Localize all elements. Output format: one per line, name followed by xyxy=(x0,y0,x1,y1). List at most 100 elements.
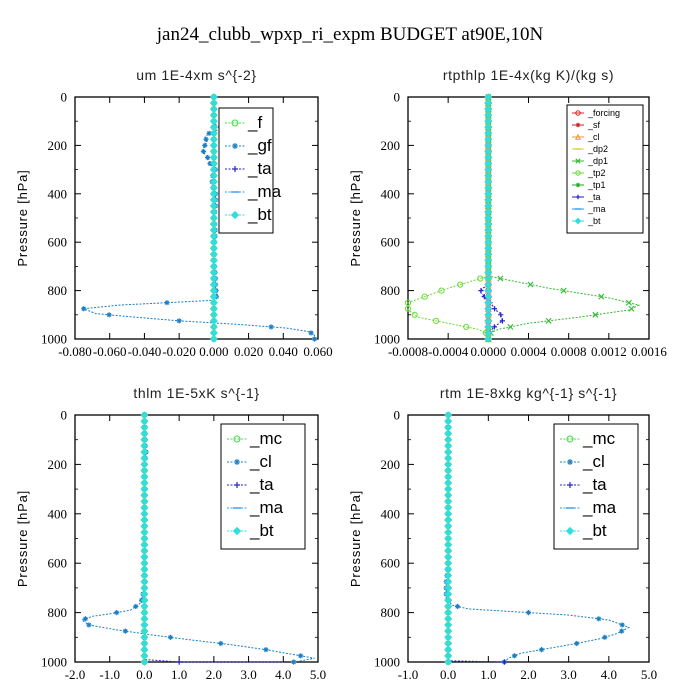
data-point xyxy=(140,466,149,475)
data-point xyxy=(140,540,149,549)
y-tick-label: 600 xyxy=(48,235,68,250)
legend-marker xyxy=(567,459,573,465)
data-point xyxy=(140,435,149,444)
data-point xyxy=(202,142,208,148)
y-tick-label: 200 xyxy=(48,457,68,472)
data-point xyxy=(457,281,464,288)
legend-marker xyxy=(234,459,240,465)
legend-label: _ma xyxy=(249,498,284,517)
y-axis-label: Pressure [hPa] xyxy=(15,169,30,266)
data-point xyxy=(444,608,452,617)
data-point xyxy=(210,244,218,253)
y-tick-label: 400 xyxy=(48,506,68,521)
x-tick-label: -1.0 xyxy=(398,667,419,682)
data-point xyxy=(205,154,211,161)
legend-label: _bt xyxy=(247,205,272,224)
legend-label: _f xyxy=(247,113,262,132)
data-point xyxy=(491,324,497,330)
data-point xyxy=(140,621,149,629)
data-point xyxy=(210,329,218,337)
x-tick-label: 0.0 xyxy=(440,667,456,682)
data-point xyxy=(140,429,149,438)
y-tick-label: 1000 xyxy=(41,655,67,670)
data-point xyxy=(438,287,445,294)
data-point xyxy=(203,136,209,142)
data-point xyxy=(444,565,452,574)
data-point xyxy=(444,435,452,444)
data-point xyxy=(210,129,218,138)
data-point xyxy=(444,553,452,561)
data-point xyxy=(210,335,218,343)
data-point xyxy=(167,634,174,640)
legend-label: _gf xyxy=(247,136,272,155)
data-point xyxy=(210,141,218,150)
data-point xyxy=(206,130,212,136)
plot-frame xyxy=(74,96,319,340)
x-tick-label: 4.0 xyxy=(601,667,617,682)
data-point xyxy=(463,323,470,330)
chart-panel: thlm 1E-5xK s^{-1} Pressure [hPa] 0 200 400 6… xyxy=(15,385,326,682)
data-point xyxy=(311,336,318,342)
legend-label: _ta xyxy=(249,475,274,494)
data-point xyxy=(444,615,452,623)
data-point xyxy=(560,287,567,294)
data-point xyxy=(444,516,452,524)
data-point xyxy=(122,628,128,634)
legend-marker xyxy=(575,122,581,128)
legend-label: _cl xyxy=(582,452,605,471)
y-tick-label: 0 xyxy=(61,408,68,423)
data-point xyxy=(218,640,224,647)
x-tick-label: 5.0 xyxy=(310,667,326,682)
data-point xyxy=(444,448,452,456)
legend-box xyxy=(553,423,639,550)
series-line xyxy=(447,415,505,663)
data-point xyxy=(210,262,218,271)
data-point xyxy=(140,472,149,481)
series-tp2 xyxy=(404,93,492,343)
data-point xyxy=(210,111,218,119)
data-point xyxy=(210,153,218,162)
data-point xyxy=(176,318,182,324)
data-point xyxy=(140,633,149,642)
legend-marker xyxy=(574,217,582,225)
y-tick-label: 400 xyxy=(381,506,401,521)
data-point xyxy=(164,300,170,306)
data-point xyxy=(291,659,297,665)
data-point xyxy=(210,323,218,331)
legend-marker xyxy=(566,435,574,443)
legend-label: _ta xyxy=(587,192,601,202)
data-point xyxy=(444,429,452,438)
data-point xyxy=(140,522,149,530)
y-tick-label: 200 xyxy=(48,138,68,153)
x-tick-label: 0.0008 xyxy=(551,344,587,359)
data-point xyxy=(210,268,218,277)
data-point xyxy=(444,621,452,629)
data-point xyxy=(444,411,452,419)
y-tick-label: 400 xyxy=(381,186,401,201)
y-tick-label: 0 xyxy=(394,408,401,423)
y-tick-label: 400 xyxy=(48,186,68,201)
data-point xyxy=(444,540,452,549)
x-tick-label: 0.0004 xyxy=(511,344,547,359)
legend-marker xyxy=(232,166,238,172)
legend-marker xyxy=(575,158,581,164)
series-ta xyxy=(445,412,507,665)
x-tick-label: -0.020 xyxy=(162,344,196,359)
data-point xyxy=(298,653,304,659)
legend-marker xyxy=(565,526,575,536)
data-point xyxy=(478,288,484,294)
y-tick-label: 0 xyxy=(61,90,68,105)
series-gf xyxy=(81,94,318,342)
data-point xyxy=(625,299,632,306)
data-point xyxy=(140,423,149,432)
legend-label: _mc xyxy=(249,429,283,448)
data-point xyxy=(140,608,149,617)
data-point xyxy=(444,503,452,512)
figure-title: jan24_clubb_wpxp_ri_expm BUDGET at90E,10… xyxy=(156,24,544,45)
y-tick-label: 200 xyxy=(381,457,401,472)
x-tick-label: 3.0 xyxy=(240,667,256,682)
series-line xyxy=(83,97,316,339)
data-point xyxy=(619,628,625,634)
data-point xyxy=(511,653,518,659)
